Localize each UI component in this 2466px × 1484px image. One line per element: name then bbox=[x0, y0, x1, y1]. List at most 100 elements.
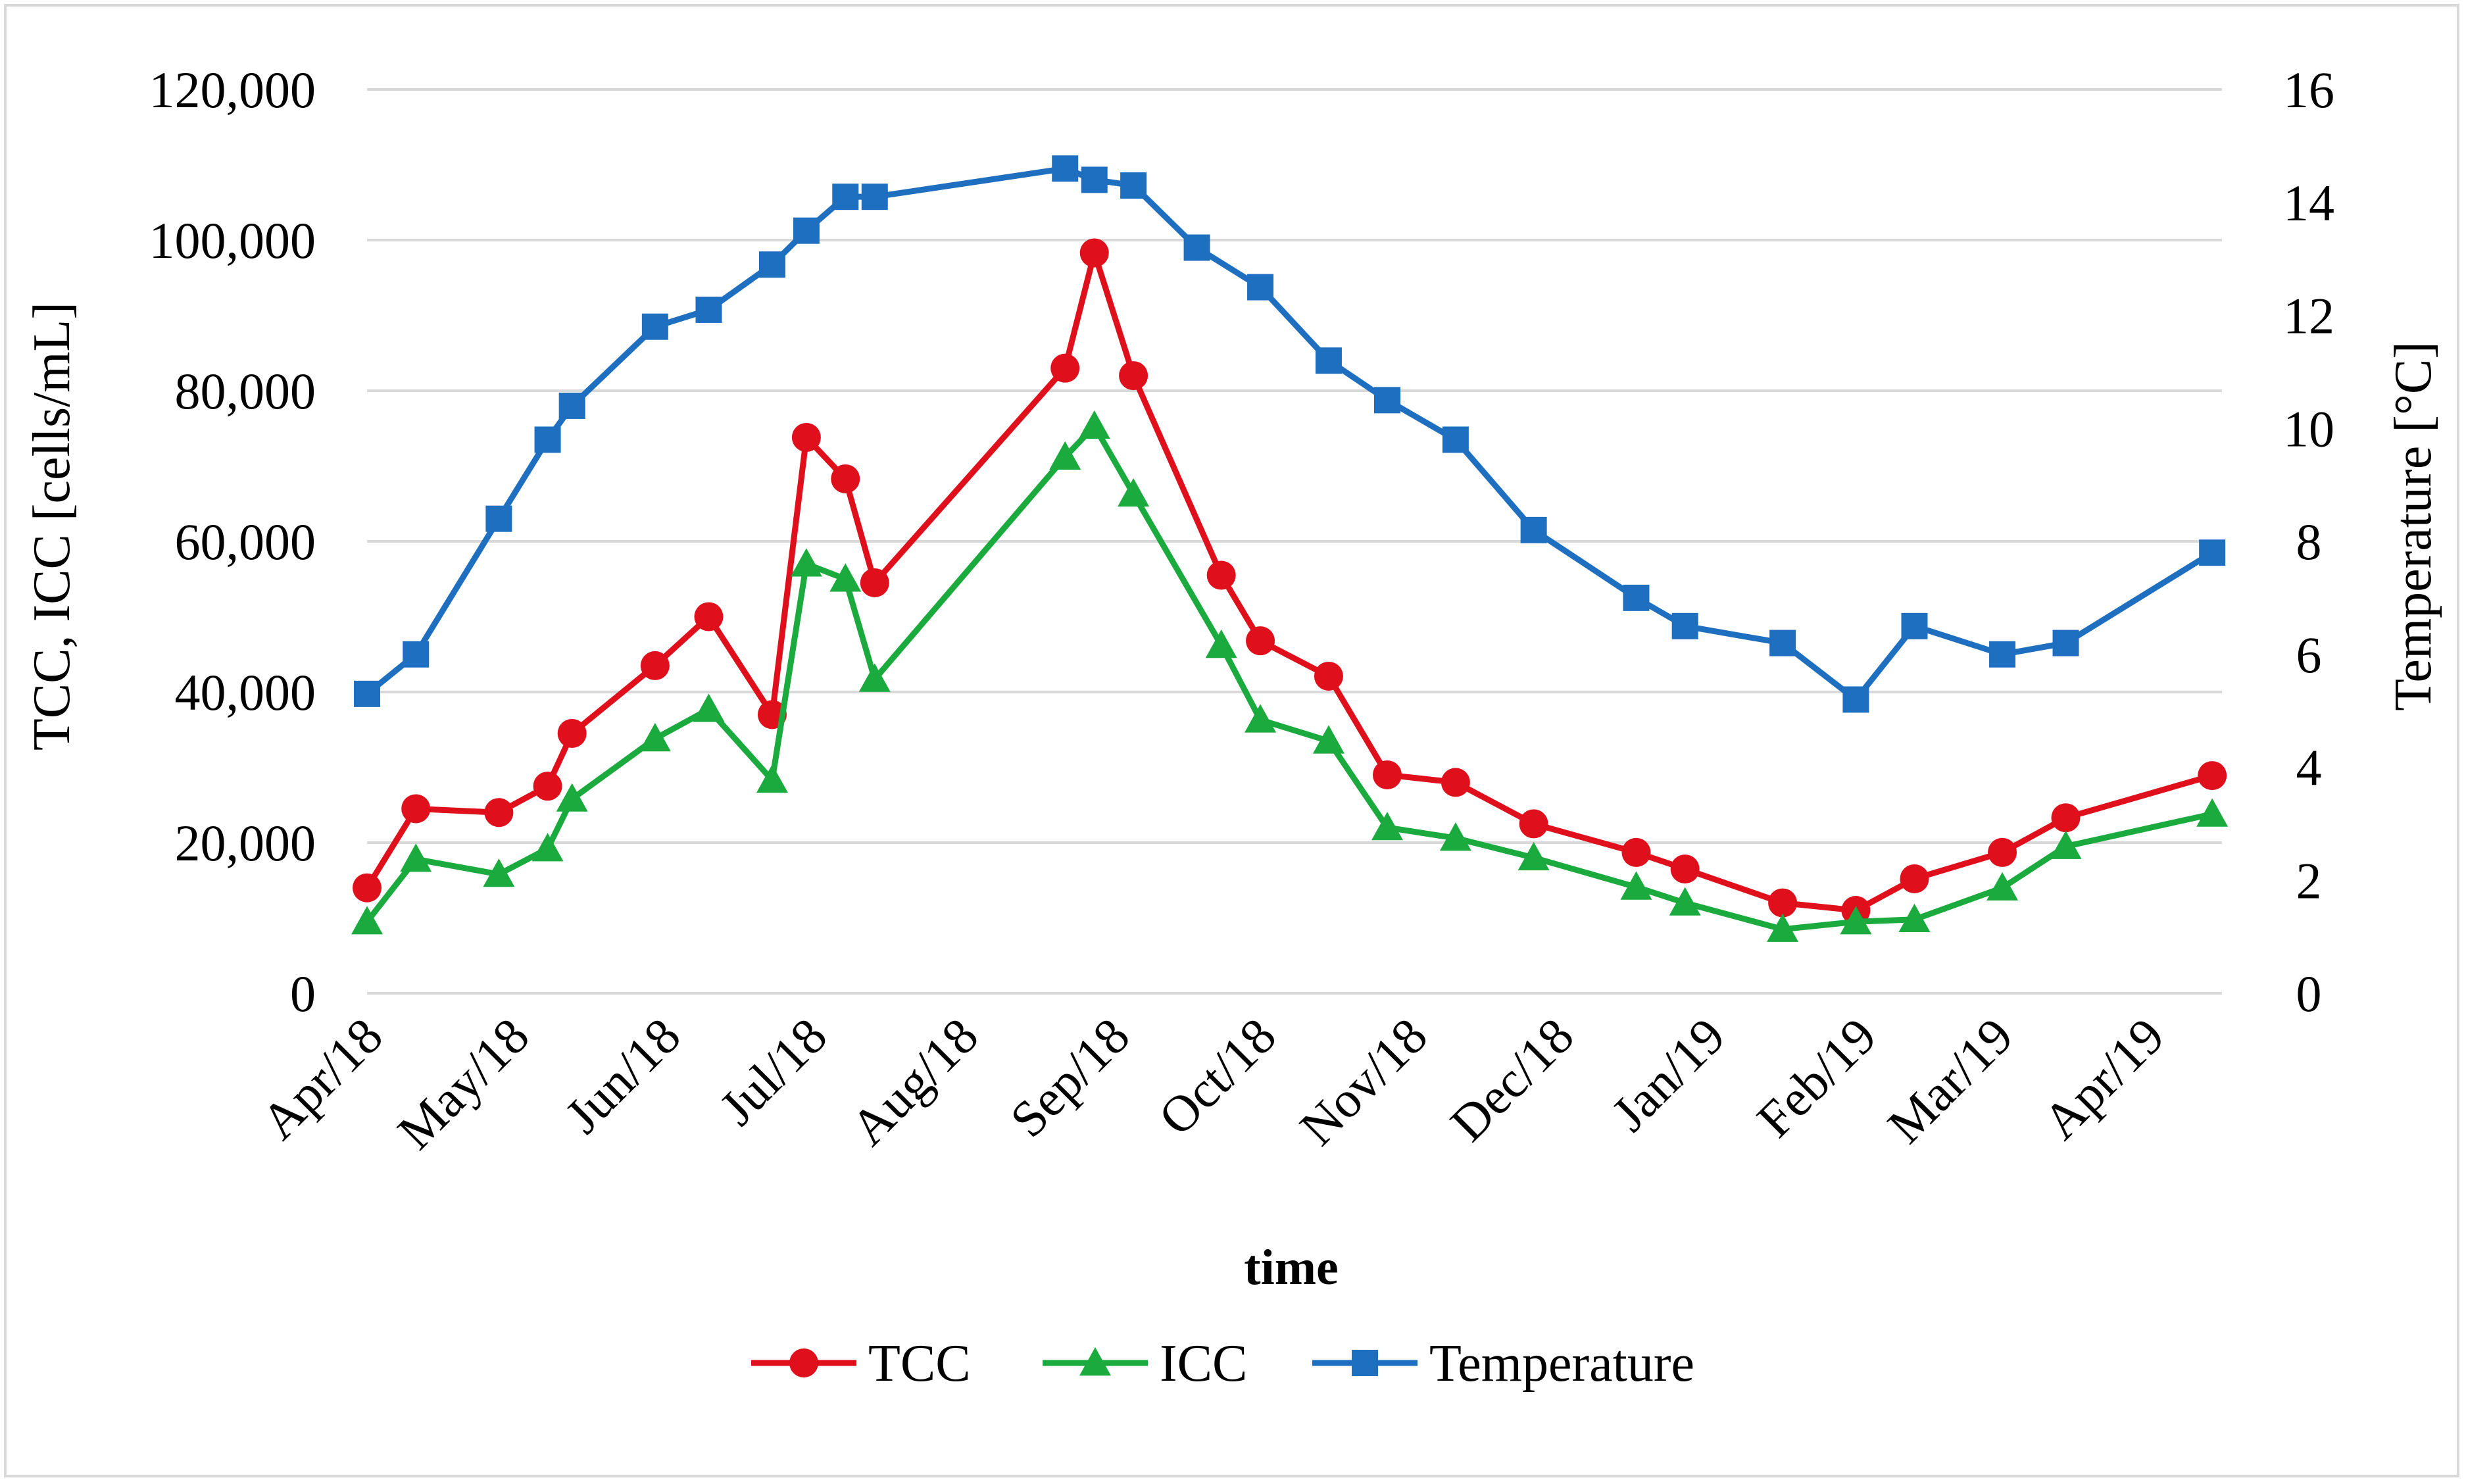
gridlines bbox=[367, 88, 2222, 995]
series-tcc bbox=[353, 238, 2227, 926]
right-tick-label: 16 bbox=[2283, 61, 2334, 118]
icc-point bbox=[1312, 725, 1344, 754]
tcc-point bbox=[1246, 626, 1275, 656]
temperature-line bbox=[365, 165, 2214, 703]
right-tick-label: 4 bbox=[2296, 739, 2322, 797]
tcc-point bbox=[2051, 803, 2081, 833]
temperature-point bbox=[1052, 155, 1079, 182]
tcc-point bbox=[2198, 761, 2227, 791]
tcc-point bbox=[557, 718, 587, 748]
icc-point bbox=[756, 764, 788, 793]
x-tick-label: Jul/18 bbox=[708, 1007, 837, 1136]
left-tick-label: 80,000 bbox=[175, 362, 316, 420]
left-tick-label: 40,000 bbox=[175, 664, 316, 721]
tcc-point bbox=[1119, 361, 1148, 391]
legend-label: Temperature bbox=[1429, 1335, 1694, 1393]
icc-point bbox=[1620, 871, 1652, 900]
x-axis-title: time bbox=[1244, 1240, 1338, 1295]
icc-point bbox=[1767, 913, 1799, 942]
temperature-point bbox=[1901, 612, 1928, 639]
icc-point bbox=[693, 693, 725, 722]
icc-point bbox=[531, 833, 564, 862]
right-tick-label: 8 bbox=[2296, 513, 2322, 570]
tcc-point bbox=[1988, 837, 2017, 867]
icc-point bbox=[1669, 887, 1701, 916]
temperature-point bbox=[861, 184, 888, 210]
x-tick-label: Feb/19 bbox=[1746, 1007, 1887, 1149]
icc-point bbox=[1245, 704, 1277, 733]
x-tick-label: Nov/18 bbox=[1289, 1007, 1438, 1156]
left-tick-label: 120,000 bbox=[149, 61, 316, 118]
x-tick-label: Aug/18 bbox=[839, 1007, 989, 1156]
right-tick-label: 6 bbox=[2296, 626, 2322, 683]
tcc-point bbox=[1670, 854, 1700, 884]
right-axis-title: Temperature [°C] bbox=[2384, 341, 2442, 711]
tcc-point bbox=[640, 651, 670, 680]
right-tick-label: 2 bbox=[2296, 852, 2322, 909]
right-tick-label: 10 bbox=[2283, 400, 2334, 457]
temperature-point bbox=[1315, 347, 1342, 374]
tcc-point bbox=[1079, 238, 1109, 268]
icc-point bbox=[790, 548, 822, 577]
temperature-point bbox=[1183, 234, 1210, 261]
tcc-point bbox=[353, 873, 382, 903]
tcc-point bbox=[1314, 661, 1343, 691]
left-axis-title: TCC, ICC [cells/mL] bbox=[23, 302, 81, 751]
legend-item-icc: ICC bbox=[1043, 1335, 1247, 1393]
legend-label: ICC bbox=[1160, 1335, 1247, 1393]
x-tick-label: Jun/18 bbox=[554, 1007, 691, 1145]
temperature-point bbox=[1374, 387, 1400, 414]
x-tick-label: May/18 bbox=[387, 1007, 540, 1160]
series-temperature bbox=[354, 155, 2226, 713]
icc-point bbox=[1049, 441, 1081, 470]
left-tick-label: 20,000 bbox=[175, 814, 316, 872]
icc-point bbox=[1898, 903, 1931, 932]
temperature-point bbox=[1081, 166, 1108, 193]
icc-point bbox=[858, 663, 891, 692]
x-tick-label: Sep/18 bbox=[999, 1007, 1141, 1149]
temperature-point bbox=[758, 251, 785, 278]
icc-point bbox=[556, 783, 588, 812]
temperature-point bbox=[1247, 274, 1274, 301]
tcc-point bbox=[401, 794, 431, 824]
icc-point bbox=[2196, 798, 2229, 827]
right-tick-label: 12 bbox=[2283, 287, 2334, 345]
legend-swatch-marker bbox=[1352, 1350, 1378, 1376]
temperature-point bbox=[558, 392, 585, 419]
left-tick-label: 0 bbox=[290, 965, 316, 1022]
icc-point bbox=[483, 858, 515, 887]
legend-swatch-marker bbox=[1079, 1347, 1111, 1376]
legend-swatch-marker bbox=[789, 1348, 818, 1377]
left-tick-label: 100,000 bbox=[149, 212, 316, 269]
icc-point bbox=[1840, 906, 1872, 935]
icc-point bbox=[1439, 822, 1471, 851]
right-axis: 0 2 4 6 8 10 12 14 16 bbox=[2283, 61, 2334, 1022]
x-tick-label: Jan/19 bbox=[1600, 1007, 1736, 1143]
temperature-point bbox=[1623, 584, 1650, 611]
legend-item-temperature: Temperature bbox=[1312, 1335, 1694, 1393]
x-tick-label: Dec/18 bbox=[1439, 1007, 1585, 1152]
icc-point bbox=[1371, 812, 1403, 841]
x-tick-label: Oct/18 bbox=[1147, 1007, 1287, 1147]
temperature-point bbox=[695, 296, 722, 323]
icc-point bbox=[1205, 630, 1237, 658]
tcc-point bbox=[1621, 837, 1651, 867]
right-tick-label: 0 bbox=[2296, 965, 2322, 1022]
icc-point bbox=[1986, 872, 2019, 901]
left-tick-label: 60,000 bbox=[175, 513, 316, 570]
icc-point bbox=[639, 722, 671, 752]
legend-label: TCC bbox=[868, 1335, 971, 1393]
icc-point bbox=[2050, 830, 2082, 859]
tcc-line bbox=[364, 249, 2213, 914]
icc-point bbox=[829, 563, 862, 592]
tcc-point bbox=[484, 798, 514, 828]
x-tick-label: Apr/19 bbox=[2032, 1007, 2175, 1150]
right-tick-label: 14 bbox=[2283, 174, 2334, 232]
temperature-point bbox=[1769, 630, 1796, 656]
temperature-point bbox=[1671, 612, 1698, 639]
temperature-point bbox=[793, 217, 820, 244]
icc-point bbox=[1078, 410, 1110, 439]
tcc-point bbox=[860, 568, 889, 597]
temperature-point bbox=[1120, 172, 1147, 199]
tcc-point bbox=[1441, 768, 1470, 797]
